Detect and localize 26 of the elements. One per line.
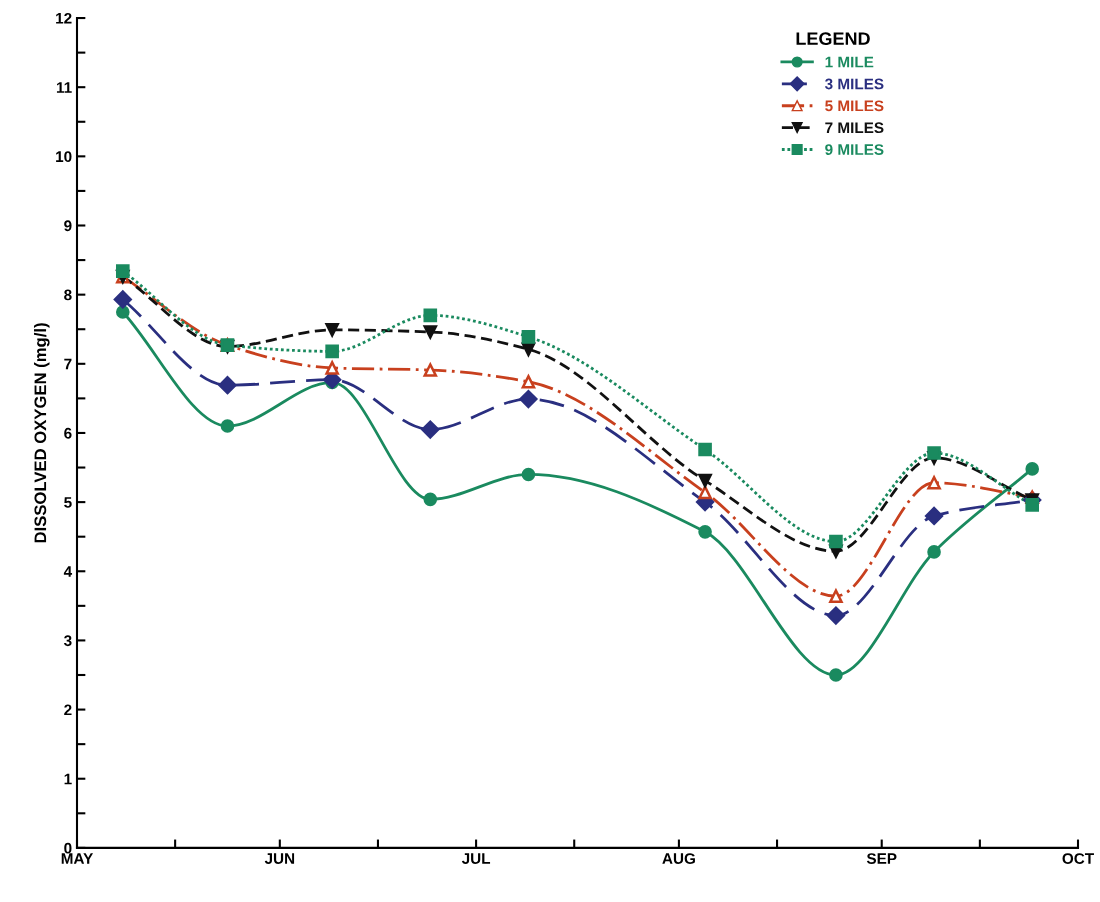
x-tick-label: OCT <box>1062 853 1094 864</box>
legend-label: 3 MILES <box>825 78 884 90</box>
x-tick-label: JUL <box>461 853 491 864</box>
legend-label: 9 MILES <box>825 144 884 155</box>
legend-label: 7 MILES <box>825 122 884 134</box>
y-tick-label: 8 <box>64 289 72 301</box>
y-tick-label: 10 <box>56 151 72 163</box>
y-tick-label: 1 <box>64 773 72 785</box>
y-tick-label: 5 <box>64 497 72 508</box>
x-tick-label: JUN <box>264 853 295 864</box>
y-tick-label: 9 <box>64 220 72 232</box>
x-tick-label: MAY <box>61 853 94 864</box>
y-tick-label: 4 <box>63 566 73 577</box>
y-tick-label: 0 <box>64 842 72 854</box>
x-tick-label: SEP <box>866 853 897 864</box>
legend-title: LEGEND <box>796 32 870 46</box>
y-tick-label: 2 <box>64 704 72 716</box>
y-tick-label: 3 <box>63 635 72 647</box>
y-tick-label: 11 <box>56 82 72 93</box>
y-axis-title: DISSOLVED OXYGEN (mg/l) <box>33 323 50 543</box>
y-tick-label: 6 <box>64 427 72 439</box>
x-tick-label: AUG <box>662 853 695 864</box>
legend-label: 1 MILE <box>825 56 874 68</box>
y-tick-label: 7 <box>64 358 72 370</box>
y-tick-label: 12 <box>56 12 72 24</box>
legend-label: 5 MILES <box>825 100 884 112</box>
